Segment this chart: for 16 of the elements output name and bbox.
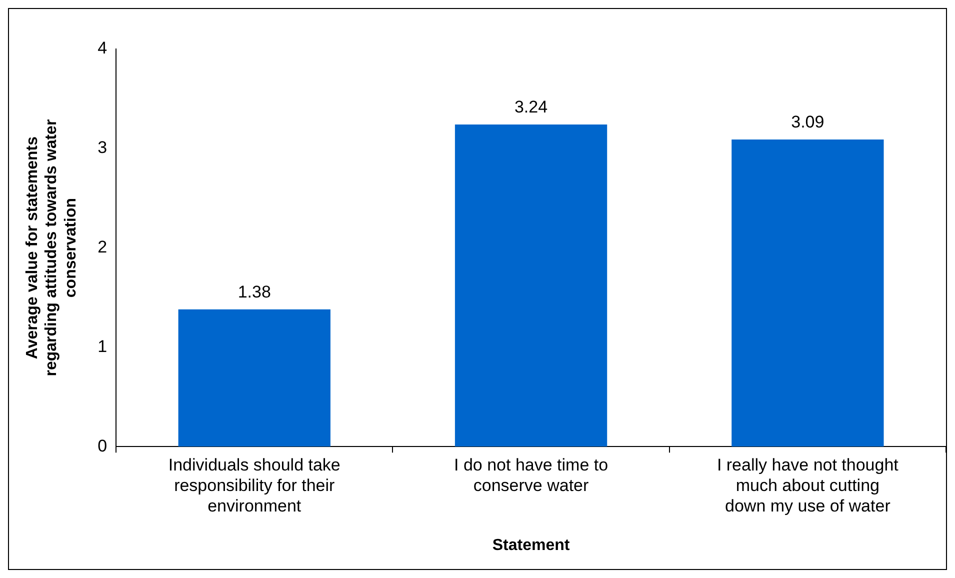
x-axis-title: Statement [492,536,570,554]
y-tick-label: 2 [98,237,108,256]
bar [454,124,608,447]
bar [732,139,884,447]
bar [178,309,330,447]
y-tick-label: 0 [98,436,108,456]
y-tick-label: 1 [98,336,108,356]
x-tick-label: Individuals should take responsibility for their environment [168,455,340,516]
y-tick-label: 4 [98,38,108,58]
data-label: 1.38 [238,282,271,302]
x-tick-label: I do not have time to conserve water [454,455,608,495]
y-tick-label: 3 [98,138,108,158]
x-tick-label: I really have not thought much about cutting down my use of water [716,455,899,516]
data-label: 3.24 [514,98,548,117]
y-axis-title: Average value for statements regarding attitudes towards water conservation [24,119,80,376]
data-label: 3.09 [791,112,824,132]
